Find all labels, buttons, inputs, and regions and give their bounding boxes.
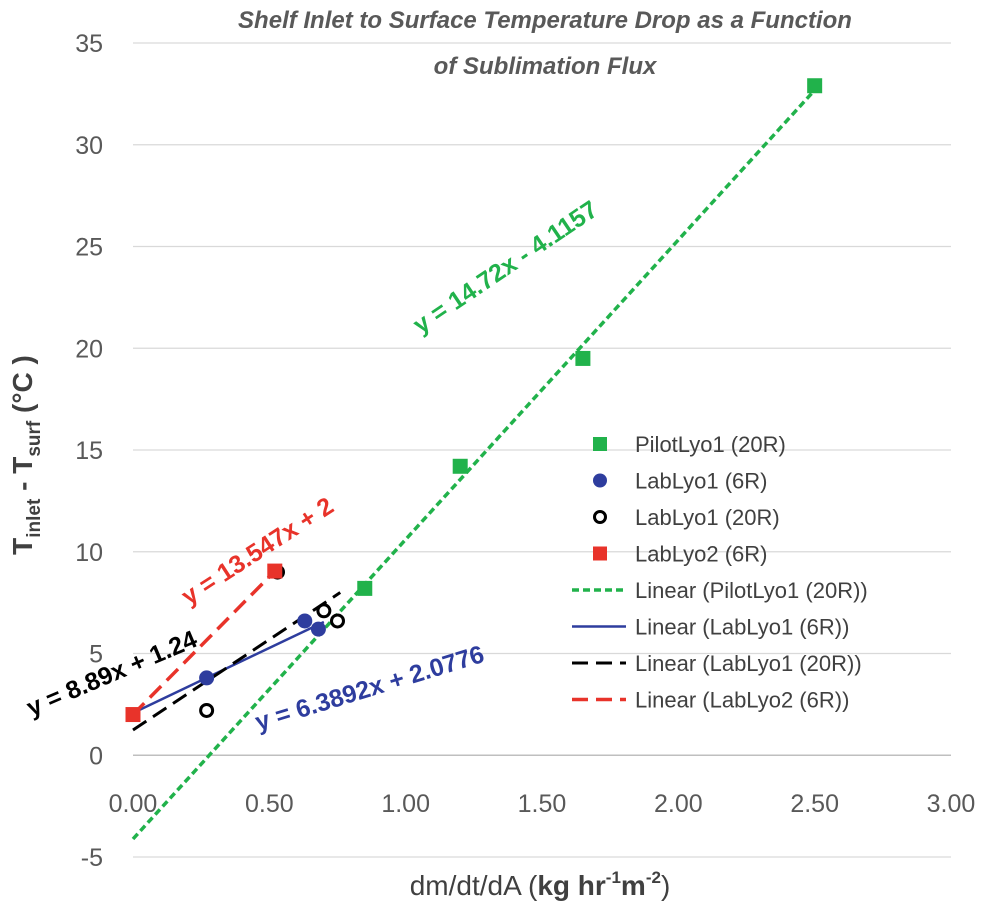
trendline-linear-pilotlyo1-20r [131, 88, 816, 841]
point-pilotlyo1-20r [357, 580, 373, 596]
point-lablyo2-6r [125, 707, 141, 723]
y-tick-label: 15 [75, 437, 103, 465]
legend-label: Linear (LabLyo1 (6R)) [635, 615, 849, 640]
point-lablyo1-20r [199, 702, 215, 718]
chart-title-line-2: of Sublimation Flux [434, 53, 658, 80]
point-pilotlyo1-20r [575, 350, 591, 366]
y-tick-label: 30 [75, 132, 103, 160]
legend-label: PilotLyo1 (20R) [635, 432, 786, 457]
trendline-linear-lablyo1-6r [132, 620, 325, 715]
point-lablyo1-20r [330, 613, 345, 629]
equation-linear-pilotlyo1-20r: y = 14.72x - 4.1157 [408, 195, 603, 339]
y-tick-label: 10 [75, 539, 103, 567]
y-axis-label: Tinlet - Tsurf (°C ) [7, 355, 45, 555]
legend-label: Linear (LabLyo1 (20R)) [635, 651, 862, 676]
legend-label: Linear (PilotLyo1 (20R)) [635, 578, 868, 603]
x-tick-label: 1.00 [381, 790, 430, 818]
chart-title-line-1: Shelf Inlet to Surface Temperature Drop … [238, 7, 852, 34]
y-tick-label: 5 [89, 641, 103, 669]
gridlines [133, 42, 951, 858]
y-axis-ticks: -5 0 5 10 15 20 25 30 35 [75, 30, 103, 872]
point-lablyo1-20r [316, 603, 332, 619]
point-lablyo1-6r [199, 670, 215, 686]
legend-label: LabLyo2 (6R) [635, 542, 767, 567]
legend-label: Linear (LabLyo2 (6R)) [635, 688, 849, 713]
x-tick-label: 2.50 [790, 790, 839, 818]
point-lablyo2-6r [267, 563, 283, 579]
legend-label: LabLyo1 (20R) [635, 505, 780, 530]
y-tick-label: -5 [81, 844, 103, 872]
y-tick-label: 35 [75, 30, 103, 58]
x-tick-label: 1.50 [518, 790, 567, 818]
legend-marker-lablyo2-6r [593, 546, 607, 561]
point-lablyo1-6r [310, 621, 326, 637]
x-axis-ticks: 0.00 0.50 1.00 1.50 2.00 2.50 3.00 [109, 790, 976, 818]
trendlines [131, 88, 816, 841]
equation-linear-lablyo1-6r: y = 6.3892x + 2.0776 [252, 640, 488, 736]
point-lablyo1-6r [297, 613, 313, 629]
legend-marker-lablyo1-20r [593, 510, 607, 524]
trendline-linear-lablyo2-6r [131, 569, 277, 716]
legend-marker-lablyo1-6r [593, 473, 607, 488]
data-points [125, 78, 823, 723]
y-tick-label: 0 [89, 742, 103, 770]
y-tick-label: 25 [75, 234, 103, 262]
x-tick-label: 2.00 [654, 790, 703, 818]
x-tick-label: 0.00 [109, 790, 158, 818]
x-tick-label: 0.50 [245, 790, 294, 818]
x-axis-label: dm/dt/dA (kg hr-1m-2) [410, 868, 671, 901]
legend: PilotLyo1 (20R) LabLyo1 (6R) LabLyo1 (20R)… [572, 432, 868, 713]
y-tick-label: 20 [75, 335, 103, 363]
legend-marker-pilotlyo1-20r [593, 437, 607, 451]
legend-label: LabLyo1 (6R) [635, 469, 767, 494]
point-pilotlyo1-20r [452, 458, 468, 474]
point-pilotlyo1-20r [807, 78, 823, 94]
x-tick-label: 3.00 [927, 790, 976, 818]
